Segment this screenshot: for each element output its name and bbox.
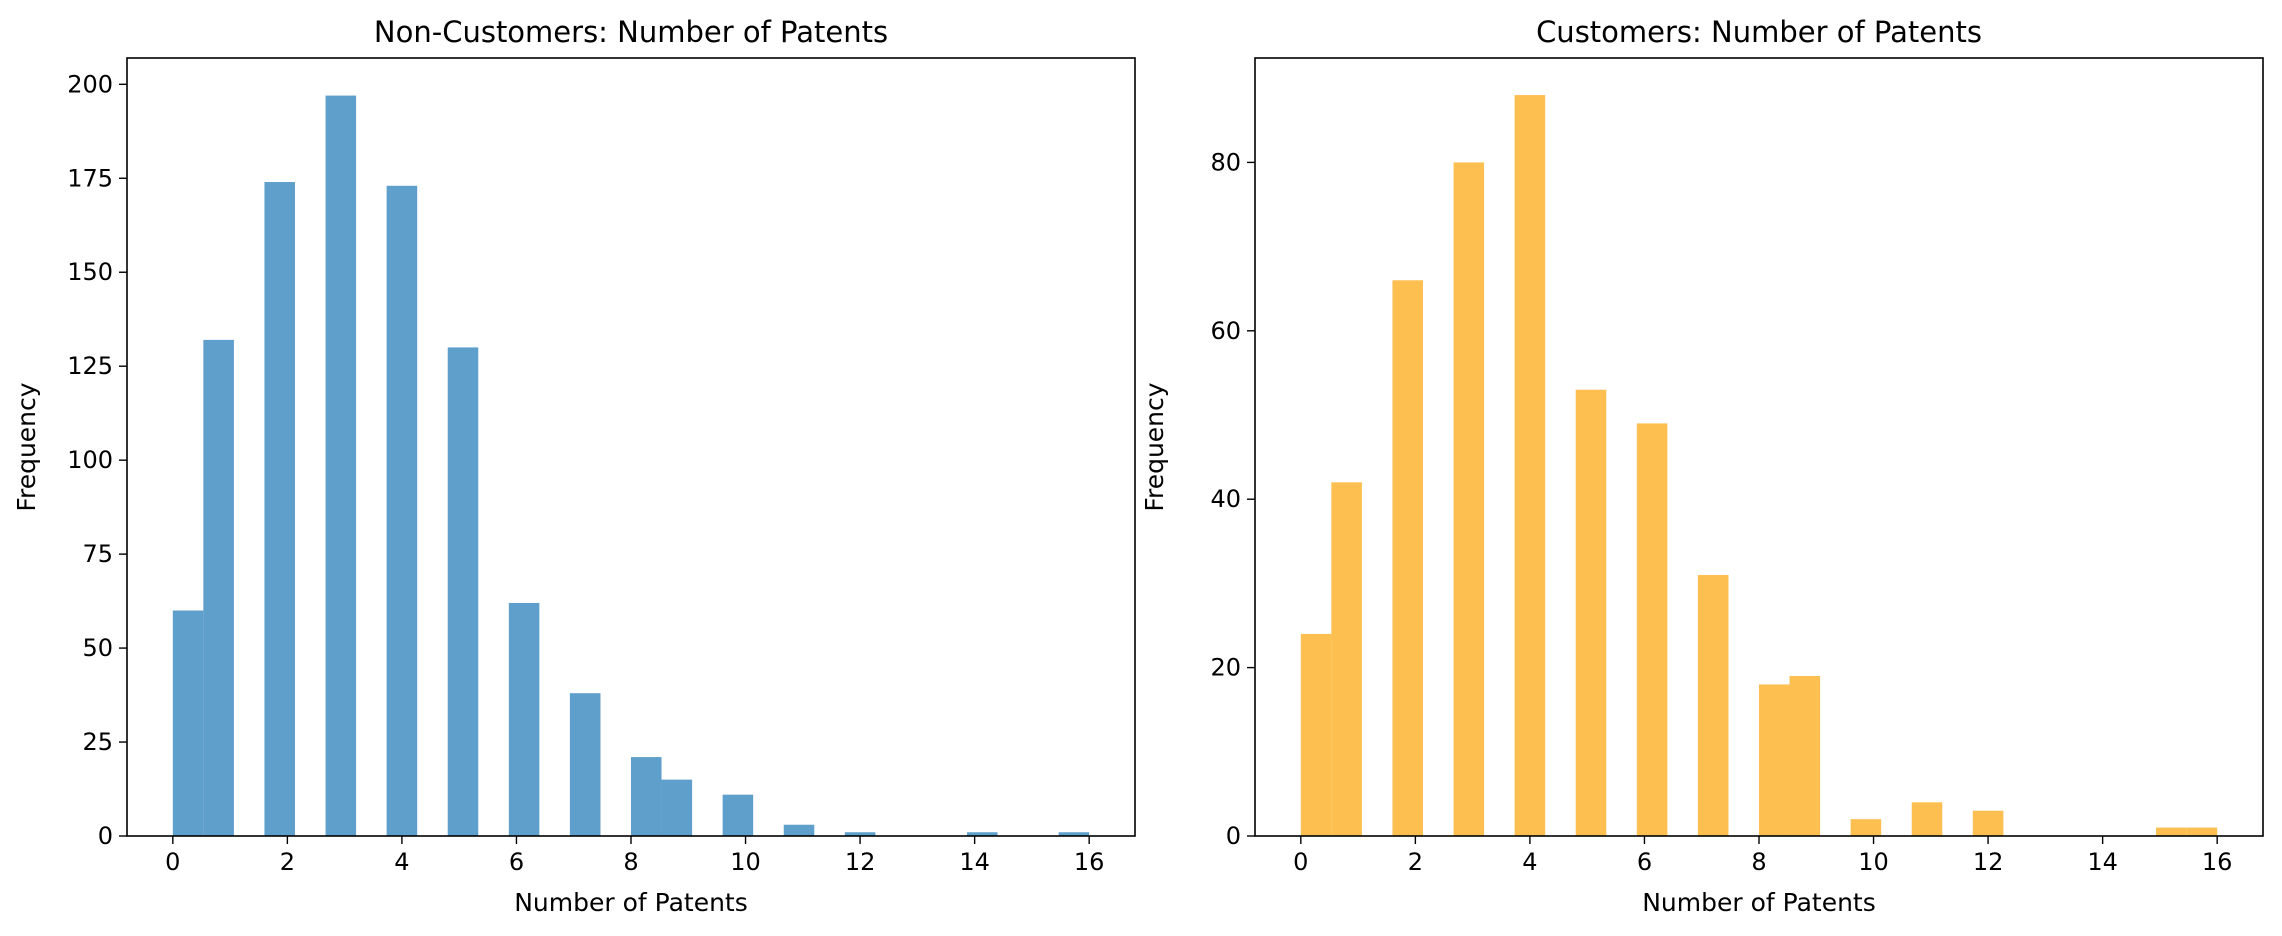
histogram-bar xyxy=(1453,162,1485,836)
histogram-bar xyxy=(203,339,234,836)
histogram-bar xyxy=(783,824,815,836)
x-tick-label: 14 xyxy=(959,848,990,876)
x-tick-label: 2 xyxy=(280,848,295,876)
x-tick-label: 12 xyxy=(845,848,876,876)
histogram-bar xyxy=(1759,684,1790,836)
histogram-bar xyxy=(508,602,540,836)
y-tick-label: 75 xyxy=(82,540,113,568)
x-tick-label: 10 xyxy=(1858,848,1889,876)
histogram-bar xyxy=(1972,810,2004,836)
x-tick-label: 0 xyxy=(165,848,180,876)
y-tick-label: 125 xyxy=(67,352,113,380)
x-tick-label: 0 xyxy=(1293,848,1308,876)
histogram-bar xyxy=(1058,832,1090,836)
histogram-bar xyxy=(1850,819,1882,836)
histogram-panel-non-customers: 0 2 4 6 8 10 12 14 16 0 25 50 75 100 125 150 175 200 Non-C… xyxy=(12,15,1136,917)
histogram-bar xyxy=(172,610,204,836)
histogram-bar xyxy=(264,182,295,836)
y-tick-label: 20 xyxy=(1210,654,1241,682)
y-tick-label: 200 xyxy=(67,70,113,98)
histogram-bar xyxy=(2156,827,2187,836)
histogram-bar xyxy=(1300,633,1332,836)
y-tick-label: 175 xyxy=(67,164,113,192)
x-tick-label: 6 xyxy=(509,848,524,876)
histogram-bar xyxy=(1331,482,1362,836)
chart-title: Customers: Number of Patents xyxy=(1536,15,1982,49)
histogram-bar xyxy=(1514,95,1546,837)
histogram-bar xyxy=(569,693,601,836)
x-tick-label: 16 xyxy=(1074,848,1105,876)
x-tick-label: 8 xyxy=(1751,848,1766,876)
histogram-bar xyxy=(967,832,998,836)
x-tick-label: 12 xyxy=(1973,848,2004,876)
y-axis-label: Frequency xyxy=(1140,382,1169,511)
x-tick-label: 10 xyxy=(730,848,761,876)
x-axis-label: Number of Patents xyxy=(514,888,748,917)
y-tick-label: 0 xyxy=(1226,822,1241,850)
histogram-bar xyxy=(661,779,693,836)
histogram-panel-customers: 0 2 4 6 8 10 12 14 16 0 20 40 60 80 Customers: Number … xyxy=(1140,15,2264,917)
y-tick-label: 25 xyxy=(82,728,113,756)
histogram-bar xyxy=(1911,802,1943,836)
histogram-bar xyxy=(1697,574,1729,836)
x-tick-label: 8 xyxy=(623,848,638,876)
y-tick-label: 60 xyxy=(1210,317,1241,345)
y-tick-label: 0 xyxy=(98,822,113,850)
histogram-bar xyxy=(1636,423,1668,836)
y-tick-label: 40 xyxy=(1210,485,1241,513)
x-tick-label: 14 xyxy=(2087,848,2118,876)
histogram-bar xyxy=(1575,389,1607,836)
x-tick-label: 4 xyxy=(1522,848,1537,876)
y-tick-label: 100 xyxy=(67,446,113,474)
x-tick-label: 6 xyxy=(1637,848,1652,876)
histogram-bar xyxy=(325,95,357,836)
y-tick-label: 80 xyxy=(1210,148,1241,176)
chart-title: Non-Customers: Number of Patents xyxy=(374,15,888,49)
x-axis-label: Number of Patents xyxy=(1642,888,1876,917)
x-tick-label: 16 xyxy=(2202,848,2233,876)
histogram-bar xyxy=(631,757,662,836)
histogram-bar xyxy=(1789,676,1821,836)
x-tick-label: 4 xyxy=(394,848,409,876)
histogram-bar xyxy=(722,794,754,836)
y-tick-label: 150 xyxy=(67,258,113,286)
x-tick-label: 2 xyxy=(1408,848,1423,876)
histogram-bar xyxy=(447,347,479,836)
y-tick-label: 50 xyxy=(82,634,113,662)
y-axis-label: Frequency xyxy=(12,382,41,511)
histogram-bar xyxy=(844,832,876,836)
histogram-bar xyxy=(2186,827,2218,836)
histogram-bar xyxy=(386,185,418,837)
histogram-bar xyxy=(1392,280,1423,836)
